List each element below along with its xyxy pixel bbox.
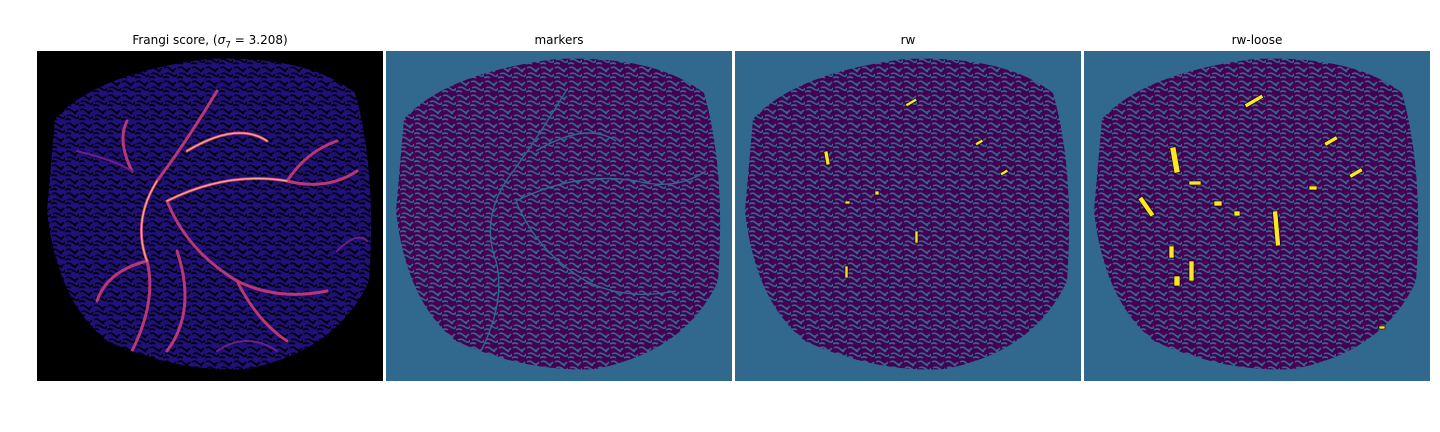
panel-title-rw-loose: rw-loose (1231, 33, 1283, 47)
frangi-image (37, 51, 383, 381)
panel-frangi: Frangi score, (σ7 = 3.208) (37, 30, 383, 381)
panel-title-markers: markers (534, 33, 584, 47)
panel-rw: rw (735, 30, 1081, 381)
panel-markers: markers (386, 30, 732, 381)
rw-loose-image (1084, 51, 1430, 381)
panel-title-rw: rw (900, 33, 916, 47)
panel-title-frangi: Frangi score, (σ7 = 3.208) (132, 33, 288, 51)
panel-rw-loose: rw-loose (1084, 30, 1430, 381)
rw-image (735, 51, 1081, 381)
markers-image (386, 51, 732, 381)
